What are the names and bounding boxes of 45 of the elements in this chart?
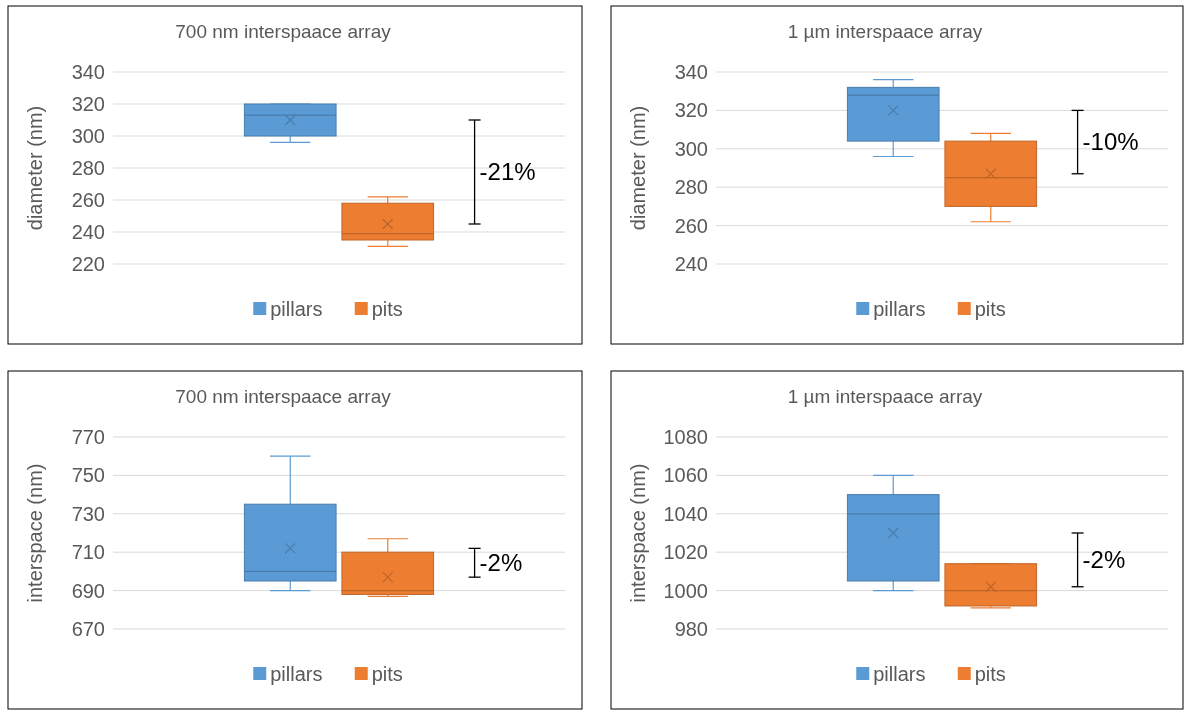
y-tick-label: 690 (71, 579, 105, 602)
y-tick-label: 340 (71, 61, 105, 83)
legend-label: pillars (873, 298, 926, 320)
annotation: -10% (1082, 128, 1139, 156)
chart-title: 1 µm interspaace array (787, 21, 983, 42)
y-tick-label: 300 (674, 137, 708, 160)
y-axis-title: diameter (nm) (627, 105, 649, 231)
y-tick-label: 730 (71, 502, 105, 525)
y-tick-label: 220 (71, 253, 105, 275)
y-tick-label: 670 (71, 618, 105, 640)
y-axis-title: diameter (nm) (24, 105, 46, 231)
y-tick-label: 280 (674, 176, 708, 199)
y-tick-label: 280 (71, 157, 105, 179)
y-tick-label: 750 (71, 464, 105, 487)
legend-label: pits (974, 663, 1006, 685)
chart-title: 700 nm interspaace array (175, 386, 392, 407)
legend-label: pits (974, 298, 1006, 320)
y-axis-title: interspace (nm) (24, 463, 46, 603)
y-tick-label: 240 (71, 221, 105, 243)
legend-label: pits (371, 298, 403, 320)
y-axis-title: interspace (nm) (627, 463, 649, 603)
legend-label: pillars (270, 298, 323, 320)
annotation: -21% (479, 158, 536, 186)
chart-title: 1 µm interspaace array (787, 386, 983, 407)
chart-title: 700 nm interspaace array (175, 21, 392, 42)
y-tick-label: 320 (71, 93, 105, 115)
y-tick-label: 260 (71, 189, 105, 211)
y-tick-label: 340 (674, 61, 708, 83)
y-tick-label: 260 (674, 214, 708, 237)
y-tick-label: 1000 (663, 579, 708, 602)
y-tick-label: 1040 (663, 502, 708, 525)
legend-label: pillars (270, 663, 323, 685)
y-tick-label: 710 (71, 541, 105, 564)
y-tick-label: 1060 (663, 464, 708, 487)
annotation: -2% (1082, 546, 1126, 574)
y-tick-label: 770 (71, 426, 105, 448)
y-tick-label: 320 (674, 99, 708, 122)
y-tick-label: 240 (674, 253, 708, 275)
annotation: -2% (479, 549, 523, 577)
y-tick-label: 980 (674, 618, 708, 640)
legend-label: pillars (873, 663, 926, 685)
y-tick-label: 1080 (663, 426, 708, 448)
y-tick-label: 1020 (663, 541, 708, 564)
legend-label: pits (371, 663, 403, 685)
y-tick-label: 300 (71, 125, 105, 147)
